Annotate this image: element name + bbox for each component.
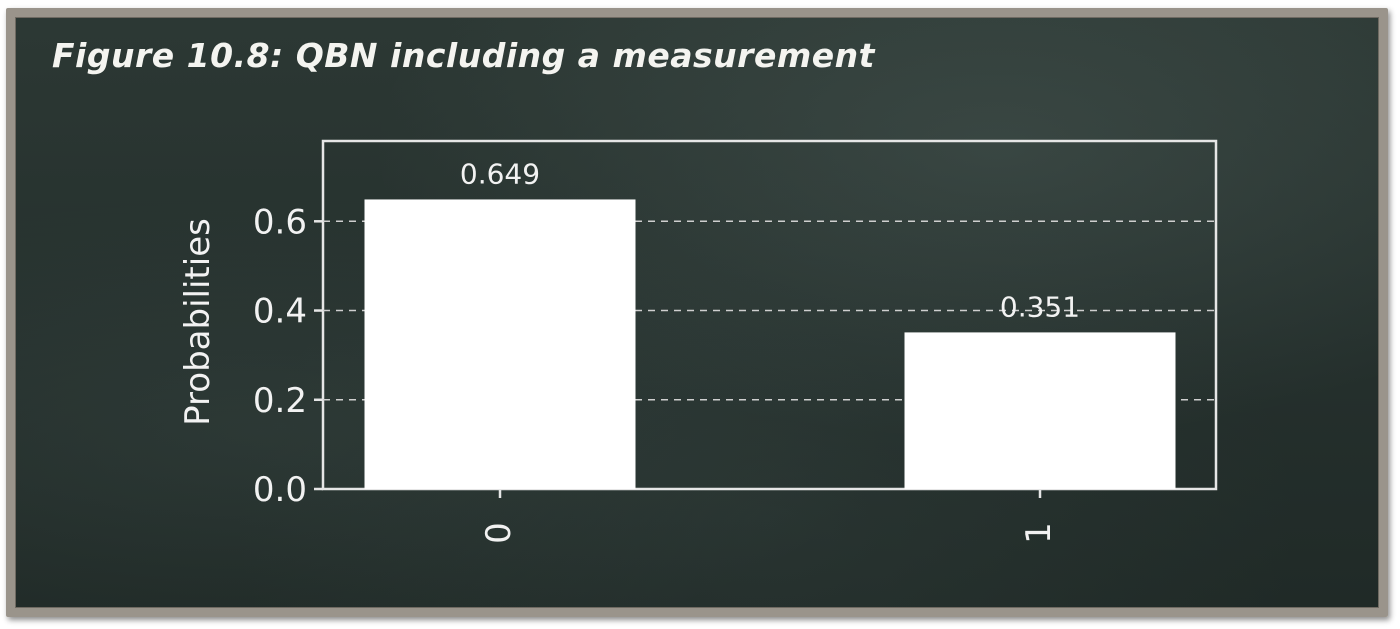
bar-1 <box>904 332 1176 489</box>
x-tick-label-0: 0 <box>479 522 519 544</box>
y-axis-label: Probabilities <box>178 218 218 426</box>
data-label-0: 0.649 <box>460 157 540 190</box>
axis-ticks: 0.0 0.2 0.4 0.6 0 1 <box>253 202 1059 544</box>
figure-title: Figure 10.8: QBN including a measurement <box>52 36 875 75</box>
bar-0 <box>364 199 636 489</box>
y-tick-label: 0.2 <box>253 381 307 421</box>
data-label-1: 0.351 <box>1000 290 1080 323</box>
y-tick-label: 0.0 <box>253 470 307 510</box>
y-tick-label: 0.4 <box>253 292 307 332</box>
plot-area <box>321 139 1218 491</box>
chalkboard-frame <box>6 8 1388 617</box>
x-tick-label-1: 1 <box>1019 522 1059 544</box>
y-tick-label: 0.6 <box>253 202 307 242</box>
bars: 0.649 0.351 <box>364 157 1176 489</box>
